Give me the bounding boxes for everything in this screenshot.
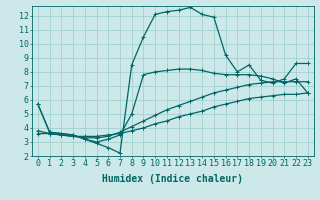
X-axis label: Humidex (Indice chaleur): Humidex (Indice chaleur) <box>102 174 243 184</box>
